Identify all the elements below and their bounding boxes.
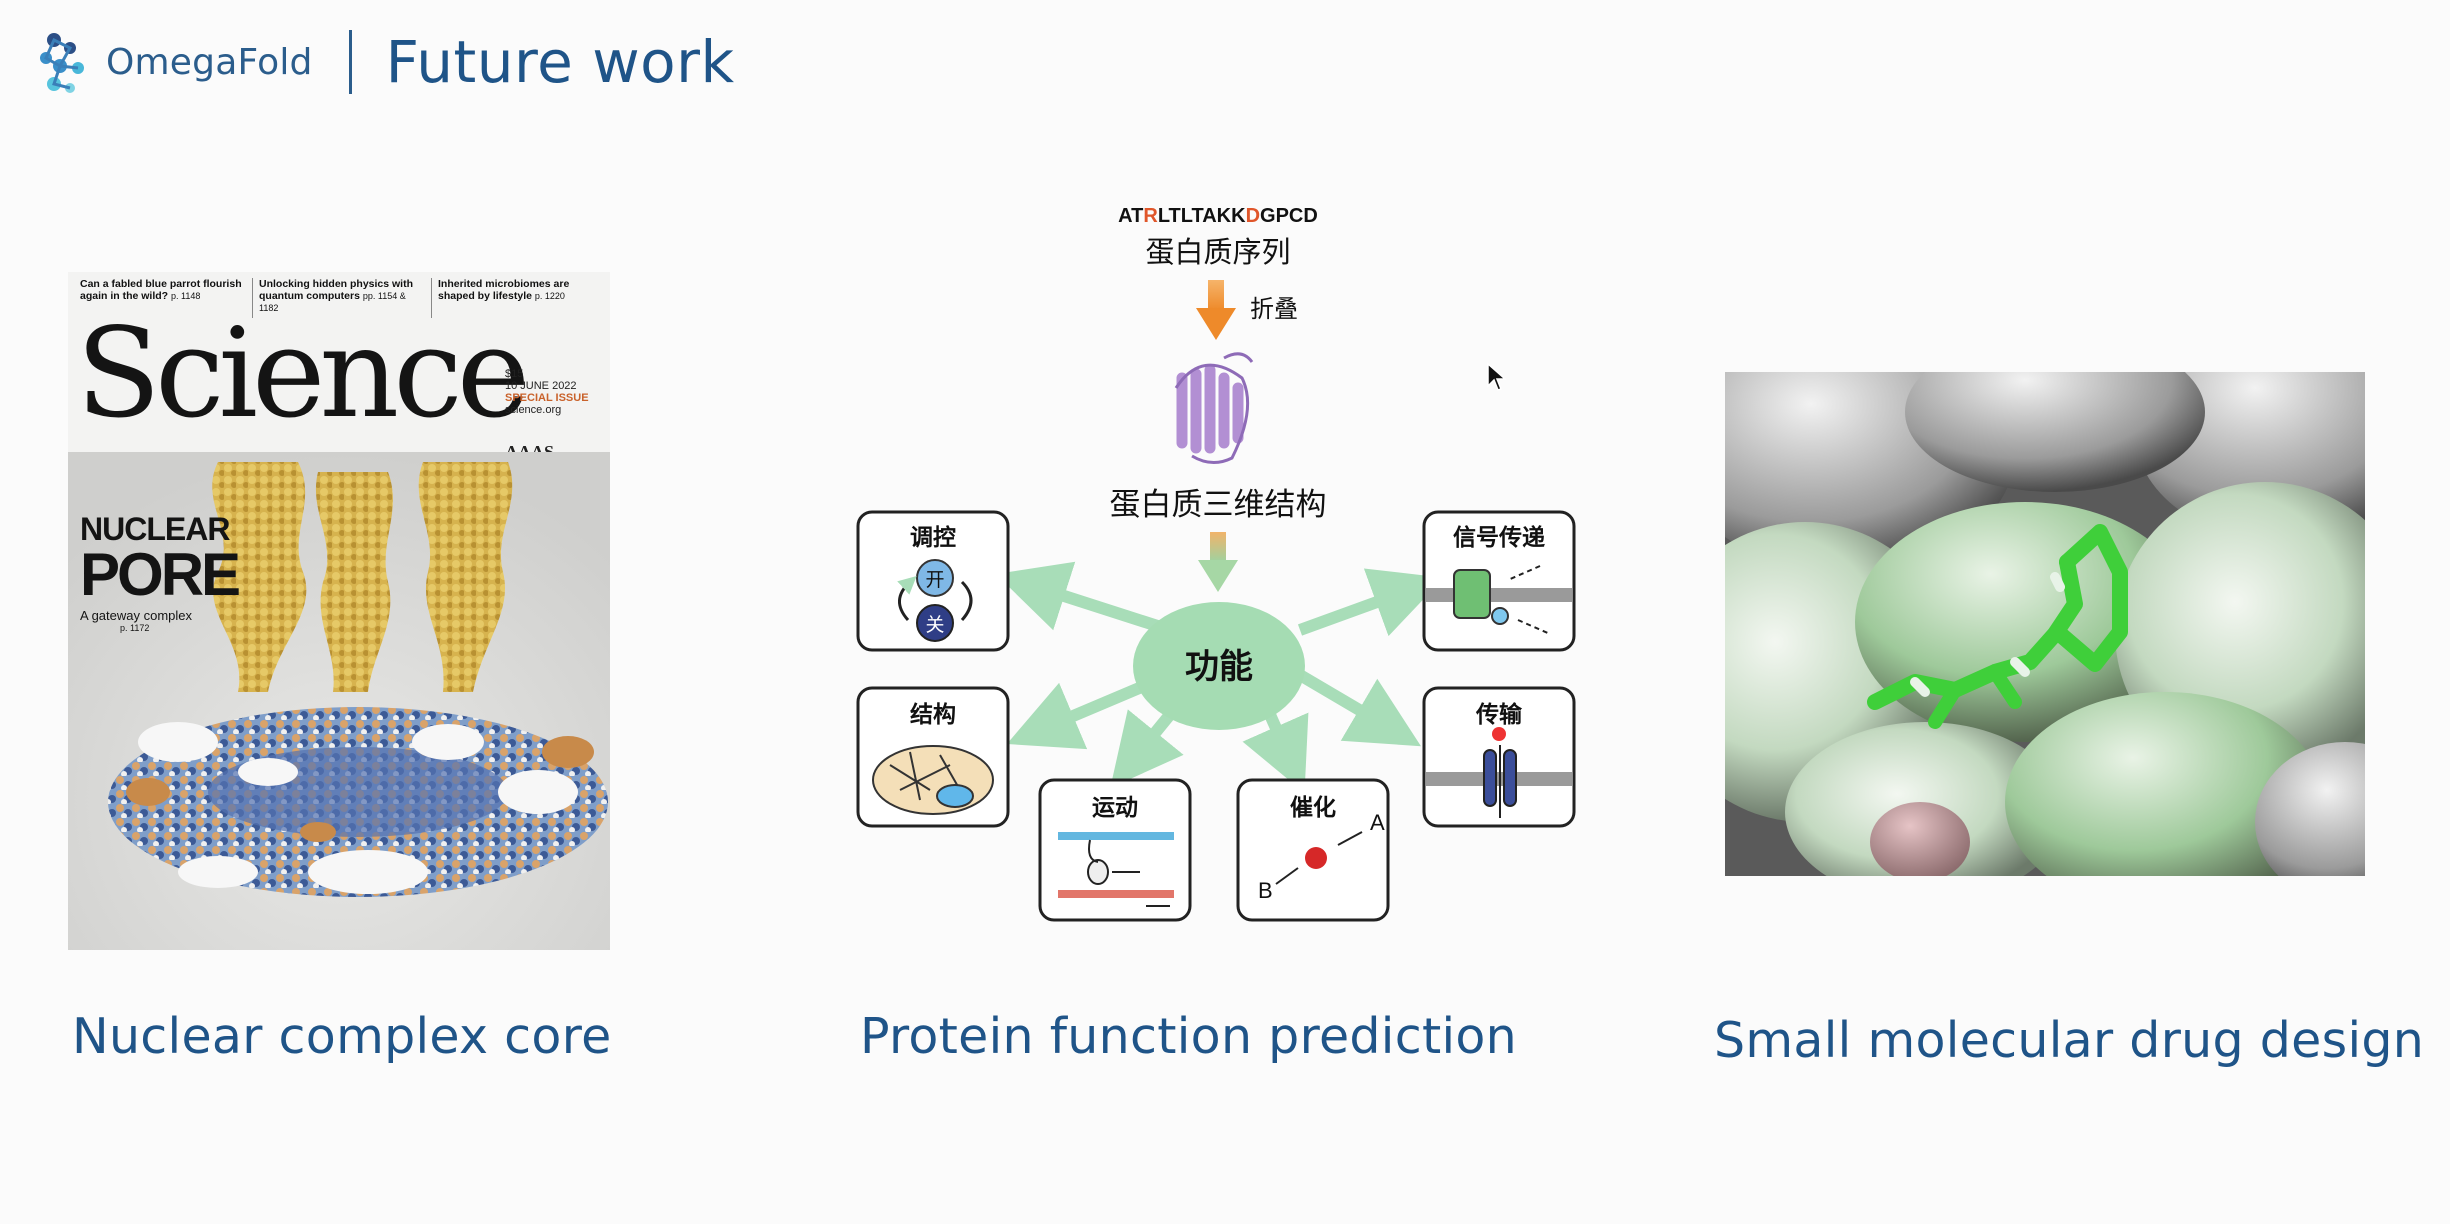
mouse-cursor-icon: [1486, 362, 1508, 392]
cover-teaser: Inherited microbiomes are shaped by life…: [431, 278, 600, 318]
cover-teaser: Can a fabled blue parrot flourish again …: [80, 278, 242, 302]
svg-text:结构: 结构: [910, 701, 956, 728]
transport-box: 传输: [1422, 686, 1576, 828]
svg-text:开: 开: [925, 569, 944, 591]
svg-text:运动: 运动: [1092, 795, 1138, 821]
svg-text:传输: 传输: [1475, 701, 1523, 728]
caption-drug-design: Small molecular drug design: [1714, 1012, 2425, 1069]
page-title: Future work: [385, 28, 735, 96]
cover-teaser: Unlocking hidden physics with quantum co…: [252, 278, 421, 318]
svg-text:调控: 调控: [910, 524, 956, 551]
protein-structure-icon: [1174, 352, 1254, 464]
science-cover-image: Can a fabled blue parrot flourish again …: [68, 272, 610, 950]
svg-text:B: B: [1258, 878, 1273, 903]
cover-masthead: Science: [76, 302, 530, 446]
fold-label: 折叠: [1250, 295, 1298, 323]
nuclear-pore-illustration: [68, 452, 610, 950]
motion-box: 运动: [1038, 778, 1192, 922]
structure-box: 结构: [856, 686, 1010, 828]
omegafold-logo-icon: [36, 26, 98, 98]
svg-text:A: A: [1370, 810, 1385, 835]
logo-text: OmegaFold: [106, 41, 313, 83]
structure-label: 蛋白质三维结构: [1110, 487, 1327, 523]
cover-teasers: Can a fabled blue parrot flourish again …: [80, 278, 600, 318]
svg-text:催化: 催化: [1290, 794, 1336, 821]
protein-function-diagram: ATRLTLTAKKDGPCD 蛋白质序列 折叠 蛋白质三维结构: [850, 200, 1590, 940]
svg-text:关: 关: [925, 614, 944, 636]
caption-protein-function: Protein function prediction: [860, 1008, 1518, 1065]
fold-arrow-icon: [1196, 280, 1236, 340]
slide-header: OmegaFold Future work: [36, 22, 735, 102]
function-center: [1133, 602, 1305, 730]
svg-text:信号传递: 信号传递: [1453, 524, 1545, 551]
sequence-label: 蛋白质序列: [1145, 235, 1290, 269]
function-center-label: 功能: [1185, 647, 1253, 687]
cover-issue-info: $15 10 JUNE 2022 SPECIAL ISSUE science.o…: [505, 368, 589, 416]
cover-headline: NUCLEAR PORE A gateway complex p. 1172: [80, 511, 241, 633]
molecule-docking-image: [1725, 372, 2365, 876]
catalysis-box: 催化 A B: [1236, 778, 1390, 922]
signal-transduction-box: 信号传递: [1422, 510, 1576, 652]
caption-nuclear-complex: Nuclear complex core: [72, 1008, 612, 1065]
protein-sequence: ATRLTLTAKKDGPCD: [1118, 205, 1318, 227]
function-arrow-icon: [1198, 532, 1238, 592]
header-divider: [348, 30, 352, 94]
regulation-box: 调控 开 关: [856, 510, 1010, 652]
